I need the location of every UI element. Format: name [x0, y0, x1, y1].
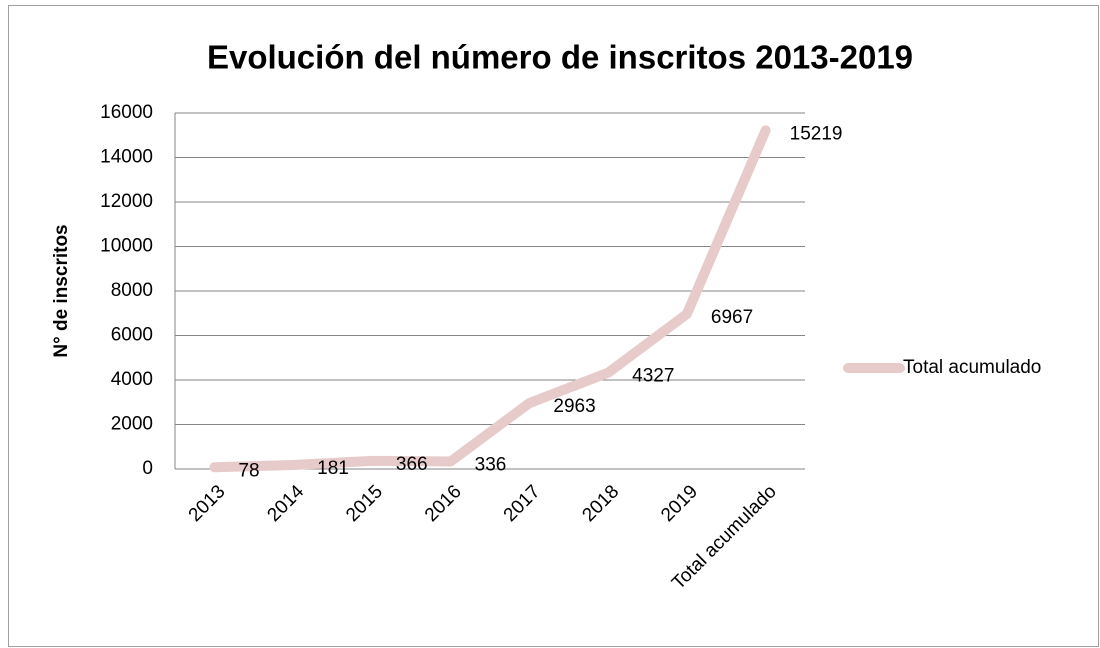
y-tick-label: 12000 — [100, 191, 153, 212]
data-label: 2963 — [553, 396, 595, 417]
y-tick-label: 0 — [142, 458, 153, 479]
data-label: 181 — [317, 458, 349, 479]
y-tick-label: 6000 — [111, 325, 153, 346]
y-axis-label: N° de inscritos — [51, 224, 72, 357]
chart-title: Evolución del número de inscritos 2013-2… — [207, 39, 913, 76]
legend-label: Total acumulado — [903, 357, 1041, 378]
data-label: 4327 — [632, 366, 674, 387]
data-line — [209, 125, 771, 473]
data-label: 366 — [396, 454, 428, 475]
data-label: 6967 — [711, 307, 753, 328]
data-label: 336 — [475, 455, 507, 476]
data-label: 15219 — [790, 123, 843, 144]
y-tick-label: 14000 — [100, 147, 153, 168]
y-tick-label: 4000 — [111, 369, 153, 390]
y-tick-label: 2000 — [111, 414, 153, 435]
chart-border — [8, 5, 1099, 647]
data-label: 78 — [238, 460, 259, 481]
y-tick-label: 16000 — [100, 102, 153, 123]
y-tick-label: 10000 — [100, 236, 153, 257]
y-tick-label: 8000 — [111, 280, 153, 301]
